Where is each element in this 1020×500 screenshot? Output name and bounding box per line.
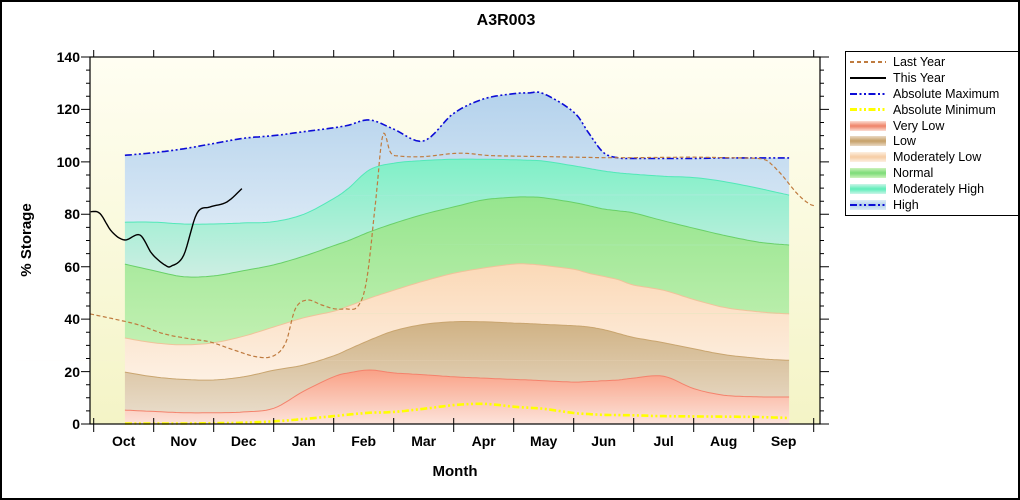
legend-item: Last Year: [850, 55, 1018, 69]
legend-label: Moderately Low: [893, 150, 982, 165]
y-axis-title: % Storage: [18, 203, 35, 277]
chart-title: A3R003: [476, 12, 536, 29]
legend-swatch-this-year: [850, 76, 886, 79]
x-tick-label: Apr: [471, 433, 496, 449]
legend-item: Absolute Minimum: [850, 103, 1018, 117]
legend-label: Absolute Maximum: [893, 86, 1000, 101]
x-axis-title: Month: [432, 463, 478, 480]
legend-item: Absolute Maximum: [850, 87, 1018, 101]
legend-label: Very Low: [893, 118, 945, 133]
y-tick-label: 100: [56, 153, 80, 170]
x-tick-label: Jan: [291, 433, 316, 449]
legend-label: High: [893, 197, 919, 212]
y-tick-label: 80: [64, 206, 80, 223]
x-tick-label: Jul: [653, 433, 674, 449]
x-tick-label: Aug: [710, 433, 738, 449]
legend-swatch-high: [850, 199, 886, 210]
legend-item: Moderately High: [850, 182, 1018, 196]
legend-item: Moderately Low: [850, 150, 1018, 164]
x-tick-label: Oct: [111, 433, 136, 449]
legend-swatch-moderately-high: [850, 184, 886, 195]
legend-label: Low: [893, 134, 916, 149]
legend-label: This Year: [893, 70, 946, 85]
x-tick-label: Feb: [351, 433, 377, 449]
legend-item: High: [850, 198, 1018, 212]
x-tick-label: Sep: [770, 433, 797, 449]
legend-label: Last Year: [893, 54, 946, 69]
y-tick-label: 40: [64, 311, 80, 328]
legend-item: Very Low: [850, 119, 1018, 133]
legend-swatch-moderately-low: [850, 152, 886, 163]
legend-swatch-very-low: [850, 120, 886, 131]
legend-swatch-absolute-maximum: [850, 92, 886, 95]
y-tick-label: 140: [56, 49, 80, 65]
legend-item: This Year: [850, 71, 1018, 85]
legend-swatch-absolute-minimum: [850, 108, 886, 112]
legend-label: Moderately High: [893, 182, 985, 197]
x-tick-label: Mar: [411, 433, 437, 449]
y-tick-label: 20: [64, 363, 80, 380]
x-tick-label: Jun: [591, 433, 617, 449]
x-tick-label: May: [530, 433, 558, 449]
x-tick-label: Dec: [230, 433, 257, 449]
y-tick-label: 0: [72, 416, 80, 432]
legend-item: Low: [850, 134, 1018, 148]
legend-label: Normal: [893, 166, 934, 181]
legend-box: Last Year This Year Absolute Maximum Absolu…: [845, 51, 1018, 216]
legend-swatch-normal: [850, 168, 886, 179]
legend-item: Normal: [850, 166, 1018, 180]
y-tick-label: 60: [64, 258, 80, 275]
legend-swatch-low: [850, 136, 886, 147]
y-tick-label: 120: [56, 101, 80, 118]
legend-swatch-last-year: [850, 60, 886, 63]
legend-label: Absolute Minimum: [893, 102, 996, 117]
x-tick-label: Nov: [170, 433, 197, 449]
